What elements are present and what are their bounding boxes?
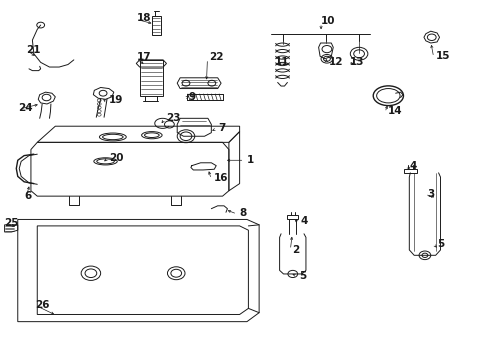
Bar — [287, 215, 298, 220]
Text: 26: 26 — [35, 300, 49, 310]
Bar — [404, 168, 416, 173]
Text: 23: 23 — [166, 113, 181, 123]
Text: 6: 6 — [24, 191, 31, 201]
Text: 19: 19 — [109, 95, 123, 105]
Text: 15: 15 — [435, 51, 450, 61]
Text: 20: 20 — [109, 153, 123, 163]
Text: 1: 1 — [246, 155, 254, 165]
Text: 7: 7 — [218, 123, 225, 133]
Text: 21: 21 — [26, 45, 41, 55]
Text: 8: 8 — [239, 208, 246, 218]
Text: 10: 10 — [321, 17, 335, 27]
Text: 5: 5 — [299, 271, 306, 281]
Text: 16: 16 — [213, 173, 228, 183]
Text: 4: 4 — [408, 161, 416, 171]
Text: 22: 22 — [209, 52, 224, 62]
Text: 5: 5 — [436, 239, 444, 249]
Bar — [140, 60, 163, 96]
Text: 2: 2 — [292, 245, 299, 255]
Text: 11: 11 — [274, 57, 288, 67]
Text: 14: 14 — [386, 106, 401, 116]
Text: 18: 18 — [137, 13, 151, 23]
Text: 24: 24 — [18, 103, 32, 113]
Text: 13: 13 — [349, 57, 364, 67]
Text: 25: 25 — [4, 218, 19, 228]
Text: 9: 9 — [188, 92, 195, 102]
Bar — [152, 16, 160, 36]
Text: 17: 17 — [137, 52, 152, 62]
Text: 3: 3 — [427, 189, 434, 199]
Text: 4: 4 — [300, 216, 307, 226]
Text: 12: 12 — [328, 57, 342, 67]
